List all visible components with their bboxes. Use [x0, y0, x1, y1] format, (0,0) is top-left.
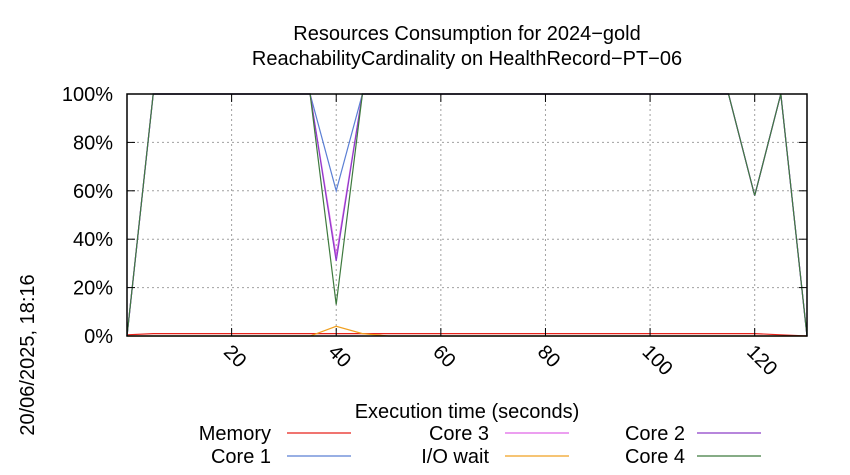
x-axis-label: Execution time (seconds)	[355, 401, 580, 423]
y-tick-label: 80%	[73, 132, 113, 154]
legend-label: Core 2	[625, 423, 685, 445]
x-tick-label: 80	[533, 341, 564, 372]
y-axis: 0% 20% 40% 60% 80% 100%	[62, 84, 807, 348]
y-tick-label: 0%	[84, 326, 113, 348]
grid	[127, 94, 807, 336]
x-tick-label: 40	[324, 341, 355, 372]
x-axis: 20 40 60 80 100 120	[219, 94, 781, 380]
legend-label: Memory	[199, 423, 271, 445]
y-tick-label: 60%	[73, 181, 113, 203]
x-tick-label: 20	[219, 341, 250, 372]
series-lines	[126, 93, 808, 337]
x-tick-label: 60	[428, 341, 459, 372]
legend-label: Core 3	[429, 423, 489, 445]
plot-frame	[126, 93, 808, 337]
x-tick-label: 100	[638, 341, 677, 380]
date-side-label: 20/06/2025, 18:16	[17, 274, 39, 435]
chart-title-line-2: ReachabilityCardinality on HealthRecord−…	[252, 48, 682, 70]
series-line-core-3	[126, 93, 808, 337]
series-line-core-1	[126, 93, 808, 337]
y-tick-label: 100%	[62, 84, 113, 106]
y-tick-label: 20%	[73, 278, 113, 300]
series-line-core-4	[126, 93, 808, 337]
series-line-i-o-wait	[127, 325, 807, 337]
legend-label: I/O wait	[421, 446, 489, 468]
legend-label: Core 4	[625, 446, 685, 468]
series-line-core-2	[126, 93, 808, 337]
x-tick-label: 120	[742, 341, 781, 380]
chart-title-line-1: Resources Consumption for 2024−gold	[293, 23, 640, 45]
legend-label: Core 1	[211, 446, 271, 468]
y-tick-label: 40%	[73, 229, 113, 251]
